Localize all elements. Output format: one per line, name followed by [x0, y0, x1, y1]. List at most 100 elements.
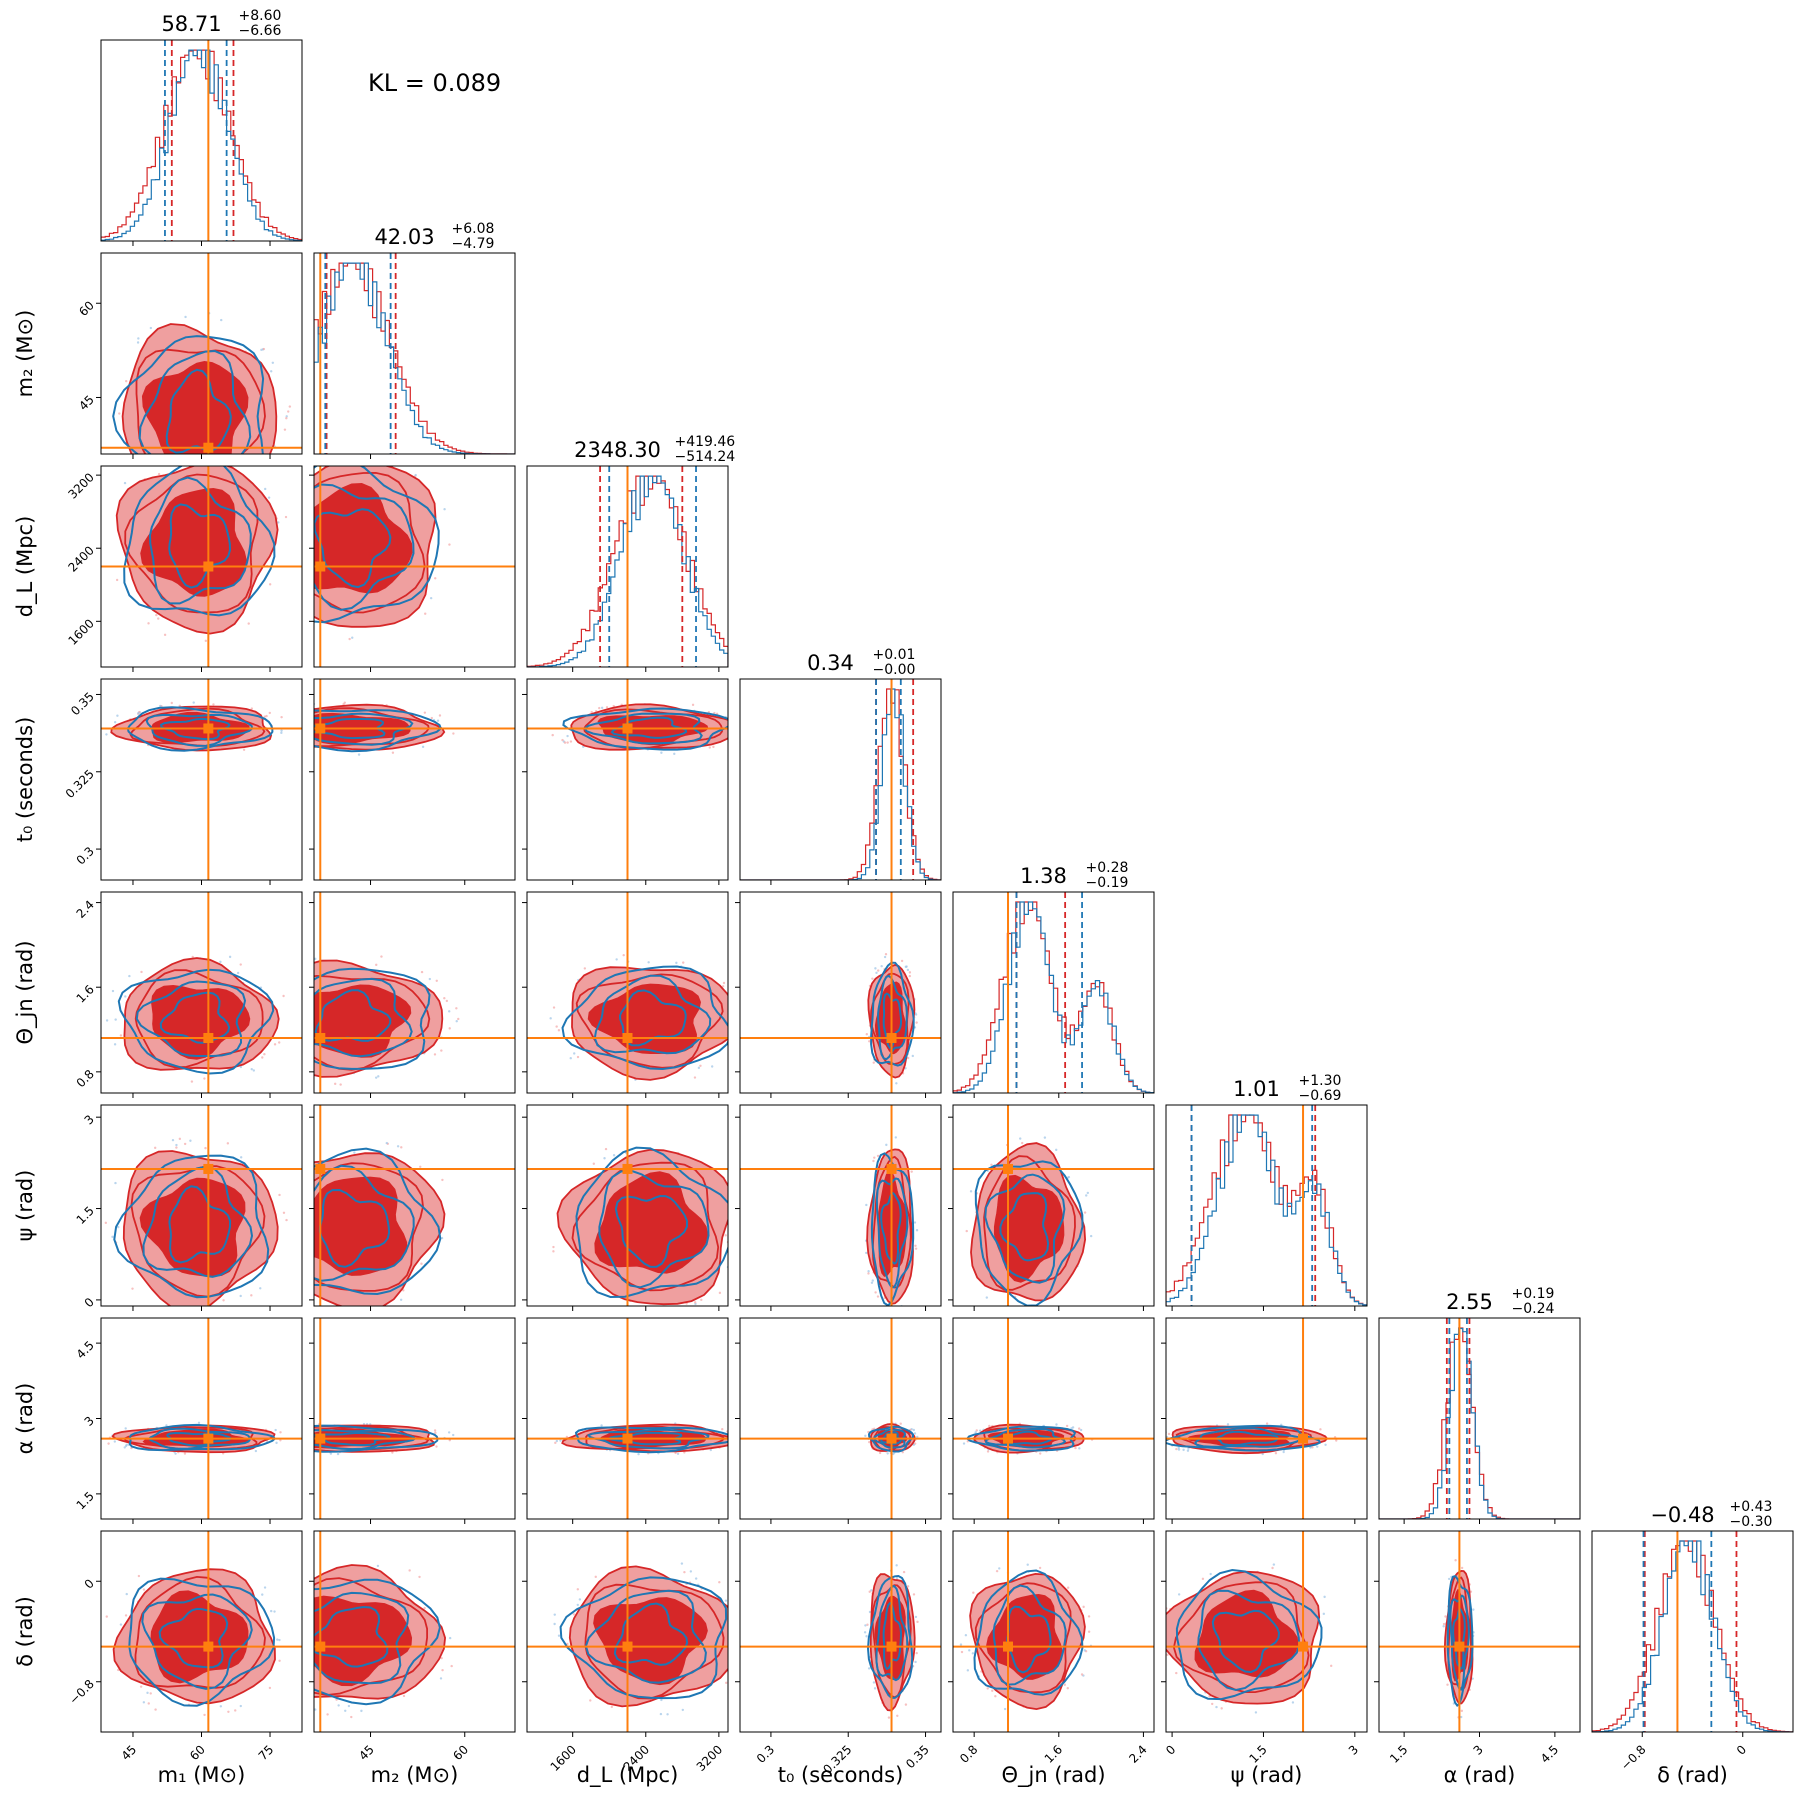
- scatter-point: [271, 477, 273, 479]
- scatter-point: [286, 552, 288, 554]
- scatter-point: [292, 1594, 294, 1596]
- scatter-point: [303, 1446, 305, 1448]
- scatter-point: [888, 1314, 890, 1316]
- scatter-point: [718, 1581, 721, 1584]
- scatter-point: [457, 1017, 460, 1021]
- scatter-point: [175, 1146, 178, 1149]
- panel-frame: [313, 678, 516, 881]
- scatter-point: [730, 1048, 732, 1050]
- scatter-point: [1089, 1234, 1093, 1238]
- scatter-point: [285, 1218, 288, 1222]
- contour-level-inner-b: [158, 1607, 229, 1669]
- scatter-point: [1038, 1566, 1042, 1570]
- contour-level-outer-b: [559, 1576, 728, 1700]
- title-median: 0.34: [807, 651, 854, 675]
- y-tick-label: 0.3: [74, 844, 97, 867]
- panel-content: [292, 1531, 515, 1732]
- scatter-point: [749, 1649, 751, 1651]
- scatter-point: [287, 410, 290, 413]
- scatter-point: [1209, 1572, 1212, 1576]
- scatter-point: [311, 1435, 313, 1437]
- scatter-point: [298, 543, 300, 545]
- scatter-point: [971, 1652, 975, 1655]
- scatter-point: [1162, 1602, 1164, 1604]
- histogram-series-b: [1592, 1540, 1793, 1732]
- scatter-point: [865, 1203, 868, 1207]
- title-plus: +6.08: [452, 221, 495, 237]
- scatter-point: [310, 738, 312, 740]
- truth-marker: [315, 561, 326, 572]
- panel-content: [314, 253, 515, 454]
- scatter-point: [1065, 1424, 1069, 1428]
- scatter-point: [986, 1687, 989, 1690]
- scatter-point: [234, 1709, 237, 1712]
- title-minus: −6.66: [239, 23, 282, 39]
- scatter-point: [964, 1633, 968, 1637]
- panel-content: [740, 1105, 941, 1316]
- scatter-point: [304, 1438, 306, 1440]
- contour-level-mid-b: [314, 712, 414, 746]
- scatter-point: [107, 1442, 110, 1445]
- scatter-point: [293, 1024, 295, 1026]
- scatter-point: [420, 1262, 423, 1265]
- contour-level-mid-b: [135, 980, 247, 1057]
- scatter-point: [268, 711, 271, 715]
- contour-panel-thetajn-vs-m1: 0.8 1.6 2.4: [74, 891, 303, 1098]
- title-plus: +8.60: [239, 8, 282, 24]
- scatter-point: [915, 1229, 919, 1232]
- scatter-point: [287, 525, 289, 527]
- panel-content: [527, 466, 728, 667]
- scatter-point: [557, 1029, 561, 1032]
- scatter-point: [959, 1643, 963, 1646]
- scatter-point: [1087, 1615, 1091, 1618]
- panel-content: [101, 1531, 302, 1732]
- scatter-point: [1083, 1649, 1086, 1652]
- scatter-point: [153, 1146, 157, 1150]
- panel-frame: [526, 678, 729, 881]
- scatter-point: [421, 745, 425, 749]
- scatter-point: [589, 1699, 592, 1702]
- panel-content: [740, 679, 941, 880]
- scatter-point: [244, 469, 246, 471]
- scatter-point: [915, 1651, 918, 1655]
- scatter-point: [1080, 1673, 1084, 1676]
- scatter-point: [742, 1000, 744, 1002]
- x-tick-label: 4.5: [1538, 1742, 1561, 1765]
- contour-level-inner-b: [619, 989, 687, 1047]
- scatter-point: [985, 1296, 989, 1299]
- panel-content: [1379, 1531, 1580, 1732]
- scatter-point: [683, 1451, 686, 1454]
- x-tick-label: 3: [1346, 1742, 1361, 1757]
- scatter-point: [222, 1299, 225, 1302]
- scatter-point: [314, 1708, 317, 1711]
- scatter-point: [261, 1056, 264, 1059]
- scatter-point: [1039, 1452, 1042, 1455]
- scatter-point: [267, 1180, 269, 1182]
- panel-title: 2.55: [1446, 1290, 1493, 1314]
- contour-level-mid-b: [138, 349, 252, 454]
- scatter-point: [156, 467, 158, 469]
- scatter-point: [736, 1665, 738, 1667]
- scatter-point: [175, 1143, 178, 1147]
- scatter-point: [712, 745, 715, 749]
- scatter-point: [906, 968, 910, 972]
- scatter-point: [915, 1021, 918, 1024]
- scatter-point: [647, 961, 650, 964]
- scatter-point: [268, 1686, 272, 1690]
- scatter-point: [402, 1694, 406, 1698]
- scatter-point: [592, 1162, 596, 1165]
- title-median: 58.71: [161, 12, 221, 36]
- scatter-point: [1319, 1428, 1322, 1431]
- contour-level-mid-b: [875, 1584, 909, 1682]
- scatter-point: [177, 1310, 179, 1312]
- scatter-point: [157, 472, 161, 476]
- scatter-point: [302, 997, 304, 999]
- panel-content: [271, 466, 515, 667]
- scatter-point: [136, 341, 140, 344]
- title-median: 2.55: [1446, 1290, 1493, 1314]
- histogram-series-a: [1592, 1540, 1793, 1732]
- scatter-point: [736, 1183, 738, 1185]
- scatter-point: [1074, 1446, 1077, 1450]
- scatter-point: [174, 1452, 177, 1455]
- scatter-point: [289, 1429, 291, 1431]
